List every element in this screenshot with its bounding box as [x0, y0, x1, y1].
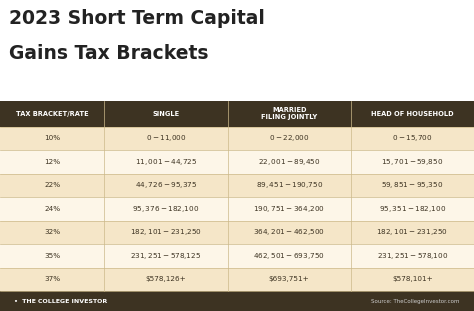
Text: $182,101 - $231,250: $182,101 - $231,250 [376, 227, 448, 238]
Text: $0 - $22,000: $0 - $22,000 [269, 133, 310, 143]
Bar [0, 221, 474, 244]
Text: $89,451 - $190,750: $89,451 - $190,750 [255, 180, 323, 190]
Text: $22,001 - $89,450: $22,001 - $89,450 [258, 157, 320, 167]
Bar [0, 150, 474, 174]
Text: HEAD OF HOUSEHOLD: HEAD OF HOUSEHOLD [371, 111, 454, 117]
Bar [0, 174, 474, 197]
Text: $11,001 - $44,725: $11,001 - $44,725 [135, 157, 197, 167]
Text: 12%: 12% [44, 159, 60, 165]
Bar [0, 0, 474, 101]
Text: $462,501 - $693,750: $462,501 - $693,750 [253, 251, 325, 261]
Text: $0 - $11,000: $0 - $11,000 [146, 133, 186, 143]
Text: $44,726 - $95,375: $44,726 - $95,375 [135, 180, 197, 190]
Text: $231,251 - $578,125: $231,251 - $578,125 [130, 251, 201, 261]
Text: Gains Tax Brackets: Gains Tax Brackets [9, 44, 209, 63]
Text: $59,851 - $95,350: $59,851 - $95,350 [381, 180, 444, 190]
Text: 10%: 10% [44, 135, 60, 142]
Bar [0, 101, 474, 127]
Bar [0, 244, 474, 268]
Text: $182,101 - $231,250: $182,101 - $231,250 [130, 227, 202, 238]
Text: •  THE COLLEGE INVESTOR: • THE COLLEGE INVESTOR [14, 299, 108, 304]
Text: MARRIED
FILING JOINTLY: MARRIED FILING JOINTLY [261, 107, 317, 120]
Text: $0 - $15,700: $0 - $15,700 [392, 133, 433, 143]
Text: $95,351 - $182,100: $95,351 - $182,100 [379, 204, 446, 214]
Text: 37%: 37% [44, 276, 60, 282]
Text: $578,101+: $578,101+ [392, 276, 433, 282]
Text: $231,251 - $578,100: $231,251 - $578,100 [377, 251, 448, 261]
Text: Source: TheCollegeInvestor.com: Source: TheCollegeInvestor.com [371, 299, 460, 304]
Text: 35%: 35% [44, 253, 60, 259]
Text: $15,701 - $59,850: $15,701 - $59,850 [381, 157, 444, 167]
Text: 2023 Short Term Capital: 2023 Short Term Capital [9, 9, 265, 28]
Bar [0, 127, 474, 150]
Text: SINGLE: SINGLE [152, 111, 180, 117]
Text: 32%: 32% [44, 230, 60, 235]
Text: $693,751+: $693,751+ [269, 276, 310, 282]
Text: 24%: 24% [44, 206, 60, 212]
Text: 22%: 22% [44, 183, 60, 188]
Text: TAX BRACKET/RATE: TAX BRACKET/RATE [16, 111, 89, 117]
Bar [0, 197, 474, 221]
Text: $190,751 - $364,200: $190,751 - $364,200 [253, 204, 325, 214]
Text: $95,376 - $182,100: $95,376 - $182,100 [132, 204, 200, 214]
Text: $364,201 - $462,500: $364,201 - $462,500 [253, 227, 325, 238]
Bar [0, 268, 474, 291]
Text: $578,126+: $578,126+ [146, 276, 186, 282]
Bar [0, 291, 474, 311]
